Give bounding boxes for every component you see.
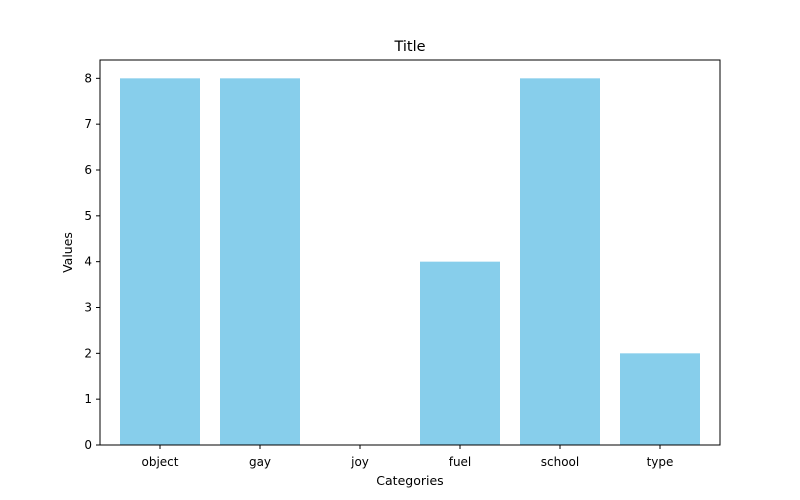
- y-tick-label: 2: [84, 346, 92, 360]
- y-tick-label: 0: [84, 438, 92, 452]
- y-tick-label: 4: [84, 255, 92, 269]
- x-tick-label: joy: [350, 455, 369, 469]
- y-tick-label: 5: [84, 209, 92, 223]
- x-tick-label: type: [647, 455, 674, 469]
- x-tick-label: school: [541, 455, 579, 469]
- bar-fuel: [420, 261, 500, 445]
- y-ticks-group: 0 1 2 3 4 5 6 7 8: [84, 71, 100, 452]
- y-axis-label: Values: [60, 232, 75, 273]
- y-tick-label: 1: [84, 392, 92, 406]
- y-tick-label: 6: [84, 163, 92, 177]
- x-ticks-group: object gay joy fuel school type: [142, 445, 674, 469]
- x-axis-label: Categories: [376, 473, 443, 488]
- y-tick-label: 8: [84, 71, 92, 85]
- axes-frame: [99, 59, 721, 446]
- y-tick-label: 7: [84, 117, 92, 131]
- y-tick-label: 3: [84, 301, 92, 315]
- x-tick-label: object: [142, 455, 179, 469]
- bar-gay: [220, 78, 300, 445]
- x-tick-label: gay: [249, 455, 271, 469]
- x-tick-label: fuel: [449, 455, 472, 469]
- chart-title: Title: [393, 39, 425, 55]
- bar-type: [620, 353, 700, 445]
- bar-school: [520, 78, 600, 445]
- bar-object: [120, 78, 200, 445]
- bars-group: [120, 78, 700, 445]
